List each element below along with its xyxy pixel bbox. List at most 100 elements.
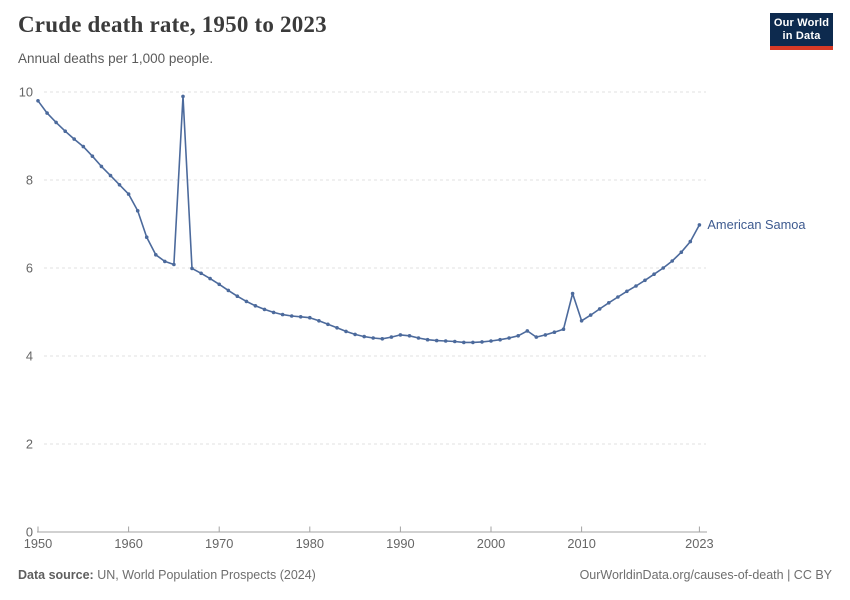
data-point[interactable] — [308, 315, 312, 320]
data-point[interactable] — [416, 336, 421, 340]
data-point[interactable] — [425, 337, 430, 342]
entity-label[interactable]: American Samoa — [707, 217, 806, 232]
data-point[interactable] — [616, 295, 620, 299]
x-tick-label: 2010 — [567, 536, 595, 551]
data-point[interactable] — [326, 322, 330, 327]
data-point[interactable] — [154, 253, 158, 257]
data-point[interactable] — [480, 340, 484, 344]
data-point[interactable] — [607, 301, 611, 305]
footer-link[interactable]: OurWorldinData.org/causes-of-death | CC … — [579, 568, 832, 582]
data-point[interactable] — [561, 327, 566, 331]
line-chart[interactable]: 0 2 4 6 8 10 1950 1960 1970 1980 1990 2000 2010 2023 A… — [0, 80, 850, 558]
data-point[interactable] — [634, 284, 638, 288]
y-tick-label: 0 — [26, 525, 33, 540]
data-point[interactable] — [652, 272, 656, 276]
series-line-american-samoa[interactable] — [37, 95, 701, 344]
x-tick-label: 1990 — [386, 536, 414, 551]
data-point[interactable] — [552, 330, 557, 334]
owid-logo-text-line1: Our World — [773, 16, 830, 29]
data-point[interactable] — [280, 312, 285, 317]
data-point[interactable] — [670, 259, 674, 263]
y-tick-label: 4 — [26, 349, 33, 364]
data-point[interactable] — [661, 266, 665, 270]
data-point[interactable] — [253, 304, 258, 308]
data-point[interactable] — [172, 262, 176, 267]
data-point[interactable] — [217, 282, 221, 287]
data-point[interactable] — [534, 335, 539, 339]
x-tick-label: 2000 — [477, 536, 505, 551]
data-point[interactable] — [371, 336, 376, 340]
x-tick-label: 1950 — [24, 536, 52, 551]
data-point[interactable] — [643, 278, 647, 283]
data-point[interactable] — [407, 334, 412, 338]
chart-subtitle: Annual deaths per 1,000 people. — [18, 51, 214, 66]
data-point[interactable] — [99, 164, 104, 169]
data-source: Data source: UN, World Population Prospe… — [18, 568, 316, 582]
data-point[interactable] — [353, 332, 357, 337]
data-point[interactable] — [597, 307, 602, 311]
x-tick-label: 1980 — [296, 536, 324, 551]
x-tick-label: 1970 — [205, 536, 233, 551]
data-point[interactable] — [389, 335, 394, 339]
data-point[interactable] — [244, 299, 249, 304]
data-point[interactable] — [335, 326, 339, 330]
data-point[interactable] — [235, 294, 240, 298]
data-point[interactable] — [144, 235, 149, 239]
data-point[interactable] — [126, 192, 131, 196]
data-point[interactable] — [108, 173, 113, 178]
data-point[interactable] — [588, 313, 593, 317]
data-point[interactable] — [135, 209, 140, 213]
data-point[interactable] — [289, 314, 294, 318]
data-point[interactable] — [298, 315, 303, 319]
chart-title: Crude death rate, 1950 to 2023 — [18, 12, 327, 37]
data-point[interactable] — [625, 289, 629, 294]
data-point[interactable] — [489, 339, 493, 343]
data-point[interactable] — [380, 337, 385, 341]
data-point[interactable] — [688, 239, 693, 244]
data-point[interactable] — [63, 129, 67, 133]
y-tick-label: 10 — [19, 85, 33, 100]
data-point[interactable] — [398, 333, 403, 337]
owid-logo[interactable]: Our World in Data — [770, 13, 833, 50]
y-tick-label: 6 — [26, 261, 33, 276]
data-point[interactable] — [344, 329, 348, 334]
y-tick-label: 8 — [26, 173, 33, 188]
data-point[interactable] — [81, 144, 86, 149]
data-point[interactable] — [516, 334, 520, 338]
data-point[interactable] — [525, 329, 530, 333]
data-point[interactable] — [317, 319, 321, 323]
data-point[interactable] — [462, 340, 466, 345]
data-point[interactable] — [579, 319, 584, 323]
data-point[interactable] — [181, 94, 185, 99]
data-point[interactable] — [507, 336, 511, 340]
chart-footer: Data source: UN, World Population Prospe… — [18, 568, 832, 582]
data-point[interactable] — [679, 250, 684, 254]
data-point[interactable] — [471, 340, 475, 345]
data-point[interactable] — [434, 338, 439, 343]
data-point[interactable] — [443, 339, 448, 343]
y-tick-label: 2 — [26, 437, 33, 452]
data-point[interactable] — [163, 259, 167, 264]
data-point[interactable] — [697, 223, 702, 227]
data-point[interactable] — [498, 337, 502, 342]
data-point[interactable] — [36, 99, 40, 103]
data-point[interactable] — [362, 334, 367, 339]
data-point[interactable] — [543, 333, 548, 337]
data-point[interactable] — [54, 120, 58, 125]
data-point[interactable] — [453, 339, 457, 344]
owid-logo-text-line2: in Data — [782, 29, 821, 42]
data-point[interactable] — [117, 183, 122, 187]
x-tick-label: 1960 — [114, 536, 142, 551]
data-point[interactable] — [262, 307, 267, 312]
data-point[interactable] — [271, 310, 276, 315]
data-source-label: Data source: — [18, 568, 94, 582]
data-point[interactable] — [90, 154, 95, 158]
data-point[interactable] — [208, 276, 212, 281]
data-point[interactable] — [226, 288, 231, 293]
data-point[interactable] — [190, 266, 194, 271]
data-point[interactable] — [45, 111, 49, 115]
data-point[interactable] — [570, 291, 575, 296]
data-point[interactable] — [199, 271, 203, 276]
data-point[interactable] — [72, 137, 76, 141]
